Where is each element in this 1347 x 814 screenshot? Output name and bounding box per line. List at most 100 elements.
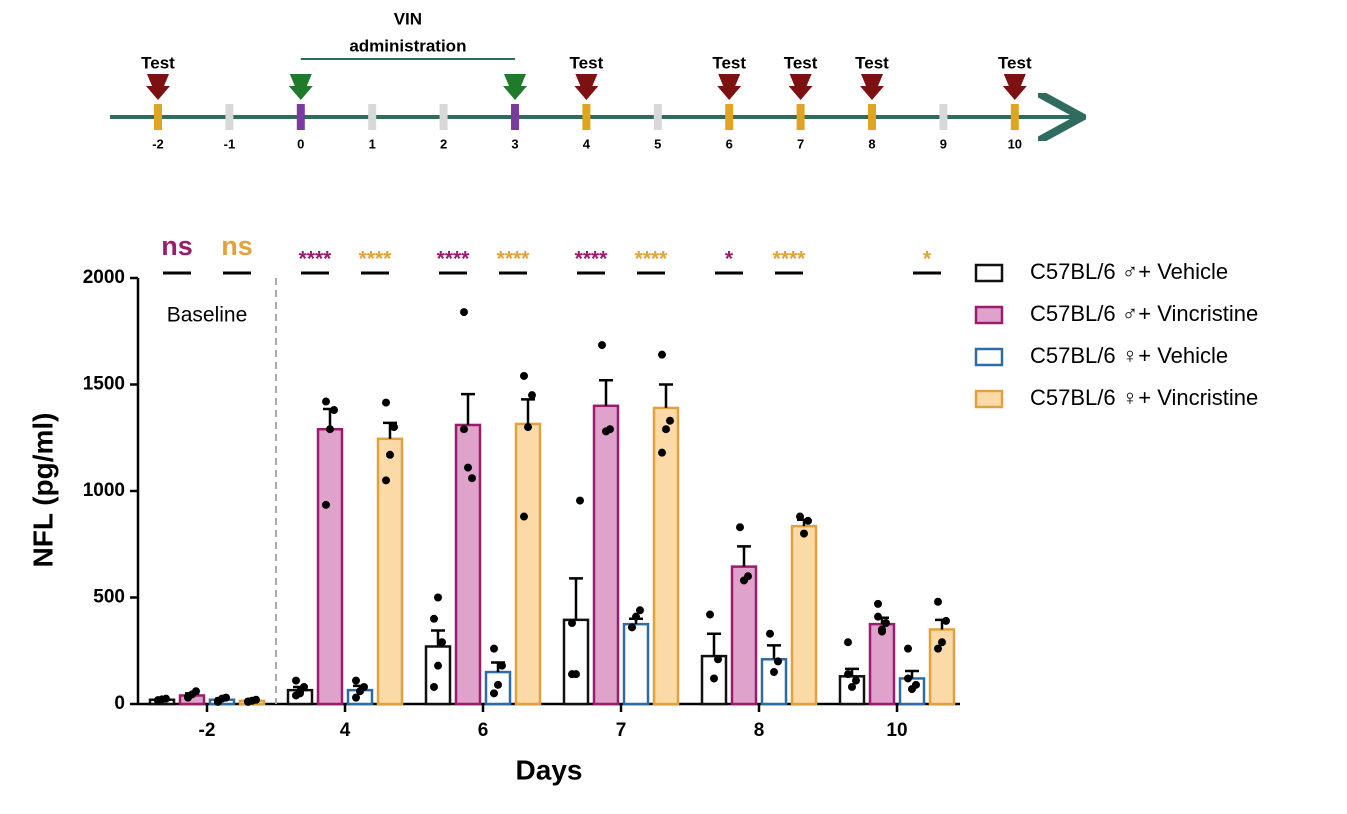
data-point bbox=[438, 638, 446, 647]
legend-swatch bbox=[974, 263, 1004, 283]
significance-label: ns bbox=[161, 231, 193, 261]
data-point bbox=[222, 693, 230, 702]
day-tick bbox=[725, 104, 734, 130]
x-axis-title: Days bbox=[516, 754, 583, 785]
day-tick bbox=[939, 104, 948, 130]
day-label: 3 bbox=[511, 136, 518, 151]
data-point bbox=[386, 450, 394, 459]
error-bar bbox=[599, 378, 613, 406]
data-point bbox=[490, 644, 498, 653]
data-point bbox=[666, 416, 674, 425]
day-label: 0 bbox=[297, 136, 304, 151]
legend-label: C57BL/6 ♂+ Vincristine bbox=[1030, 301, 1258, 326]
data-point bbox=[710, 674, 718, 683]
data-point bbox=[662, 425, 670, 434]
test-arrow bbox=[788, 74, 813, 100]
bar bbox=[868, 622, 896, 706]
x-tick-label: 10 bbox=[886, 720, 907, 741]
data-point bbox=[330, 406, 338, 415]
day-tick bbox=[1010, 104, 1019, 130]
data-point bbox=[322, 500, 330, 509]
error-bar bbox=[737, 545, 751, 567]
data-point bbox=[464, 463, 472, 472]
data-point bbox=[430, 614, 438, 623]
data-point bbox=[252, 695, 260, 704]
significance-label: **** bbox=[437, 248, 471, 271]
day-label: 5 bbox=[654, 136, 661, 151]
error-bar bbox=[905, 669, 919, 679]
data-point bbox=[874, 612, 882, 621]
data-point bbox=[300, 682, 308, 691]
day-tick bbox=[653, 104, 662, 130]
y-tick-label: 1500 bbox=[83, 374, 125, 395]
error-bar bbox=[569, 577, 583, 620]
bar bbox=[562, 618, 590, 706]
data-point bbox=[296, 689, 304, 698]
data-point bbox=[568, 619, 576, 628]
bar bbox=[484, 670, 512, 706]
day-tick bbox=[439, 104, 448, 130]
data-point bbox=[524, 423, 532, 432]
data-point bbox=[520, 371, 528, 380]
error-bar bbox=[845, 667, 859, 677]
significance-label: **** bbox=[299, 248, 333, 271]
data-point bbox=[736, 523, 744, 532]
data-point bbox=[606, 425, 614, 434]
data-point bbox=[382, 476, 390, 485]
data-point bbox=[744, 572, 752, 581]
bar bbox=[514, 422, 542, 706]
day-label: 10 bbox=[1008, 136, 1022, 151]
test-arrow bbox=[717, 74, 742, 100]
data-point bbox=[796, 512, 804, 521]
data-point bbox=[244, 697, 252, 706]
bar bbox=[424, 645, 452, 706]
error-bar bbox=[707, 632, 721, 657]
data-point bbox=[878, 627, 886, 636]
x-tick-label: 7 bbox=[616, 720, 627, 741]
legend-label: C57BL/6 ♂+ Vehicle bbox=[1030, 259, 1228, 284]
data-point bbox=[498, 661, 506, 670]
day-tick bbox=[511, 104, 519, 130]
data-point bbox=[494, 680, 502, 689]
data-point bbox=[572, 670, 580, 679]
error-bar bbox=[461, 392, 475, 425]
day-label: -2 bbox=[152, 136, 164, 151]
data-point bbox=[934, 644, 942, 653]
data-point bbox=[804, 516, 812, 525]
data-point bbox=[352, 676, 360, 685]
error-bar bbox=[383, 421, 397, 439]
legend-swatch bbox=[974, 347, 1004, 367]
data-point bbox=[942, 616, 950, 625]
x-tick-label: -2 bbox=[199, 720, 216, 741]
data-point bbox=[214, 697, 222, 706]
dose-arrow bbox=[288, 74, 313, 100]
data-point bbox=[628, 623, 636, 632]
bar bbox=[760, 658, 788, 706]
legend-label: C57BL/6 ♀+ Vehicle bbox=[1030, 343, 1228, 368]
day-tick bbox=[868, 104, 876, 130]
bar bbox=[316, 427, 344, 706]
data-point bbox=[382, 398, 390, 407]
data-point bbox=[434, 661, 442, 670]
significance-label: * bbox=[923, 248, 932, 271]
data-point bbox=[598, 341, 606, 350]
data-point bbox=[912, 680, 920, 689]
data-point bbox=[658, 448, 666, 457]
data-point bbox=[844, 670, 852, 679]
data-point bbox=[162, 694, 170, 703]
y-axis-title: NFL (pg/ml) bbox=[27, 412, 58, 567]
test-label: Test bbox=[998, 53, 1032, 72]
y-tick-label: 500 bbox=[93, 587, 125, 608]
day-label: 8 bbox=[868, 136, 875, 151]
data-point bbox=[468, 474, 476, 483]
significance-label: **** bbox=[773, 248, 807, 271]
test-arrow bbox=[574, 74, 599, 100]
data-point bbox=[390, 423, 398, 432]
y-tick-label: 0 bbox=[114, 693, 125, 714]
x-tick-label: 4 bbox=[340, 720, 351, 741]
test-label: Test bbox=[570, 53, 604, 72]
dosing-label: VIN bbox=[394, 9, 422, 28]
day-label: -1 bbox=[224, 136, 236, 151]
significance-label: **** bbox=[359, 248, 393, 271]
